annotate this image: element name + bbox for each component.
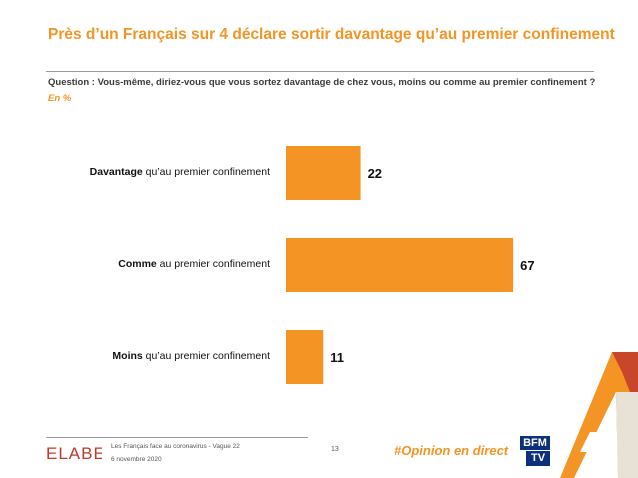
page-title: Près d’un Français sur 4 déclare sortir … — [48, 26, 615, 43]
bar-1 — [286, 238, 514, 292]
hashtag-label: #Opinion en direct — [394, 443, 509, 458]
bfmtv-logo-bottom: TV — [526, 451, 550, 466]
category-label-rest-0: qu’au premier confinement — [142, 166, 270, 178]
category-label-1: Comme au premier confinement — [118, 258, 270, 270]
header-divider — [46, 71, 594, 72]
elabe-logo: ELABE — [46, 444, 102, 463]
category-label-bold-2: Moins — [112, 350, 143, 362]
category-label-2: Moins qu’au premier confinement — [112, 350, 270, 362]
bar-2 — [286, 330, 324, 384]
bar-value-label-0: 22 — [368, 166, 382, 181]
bfmtv-logo: BFM TV — [520, 436, 550, 466]
footer-study: Les Français face au coronavirus - Vague… — [111, 443, 240, 450]
bar-0 — [286, 146, 361, 200]
category-label-0: Davantage qu’au premier confinement — [90, 166, 270, 178]
bfmtv-logo-top: BFM — [520, 436, 550, 450]
svg-text:ELABE: ELABE — [46, 444, 102, 463]
bar-value-label-2: 11 — [330, 350, 344, 365]
page-number: 13 — [331, 446, 339, 453]
bar-value-label-1: 67 — [520, 258, 534, 273]
unit-label: En % — [48, 93, 72, 104]
category-label-rest-2: qu’au premier confinement — [142, 350, 270, 362]
footer-divider — [46, 437, 308, 438]
question-text: Question : Vous-même, diriez-vous que vo… — [48, 77, 596, 88]
category-label-bold-0: Davantage — [89, 166, 143, 178]
category-label-bold-1: Comme — [118, 258, 157, 270]
category-label-rest-1: au premier confinement — [156, 258, 270, 270]
footer-date: 6 novembre 2020 — [111, 456, 162, 463]
decorative-a-shape — [560, 352, 638, 478]
